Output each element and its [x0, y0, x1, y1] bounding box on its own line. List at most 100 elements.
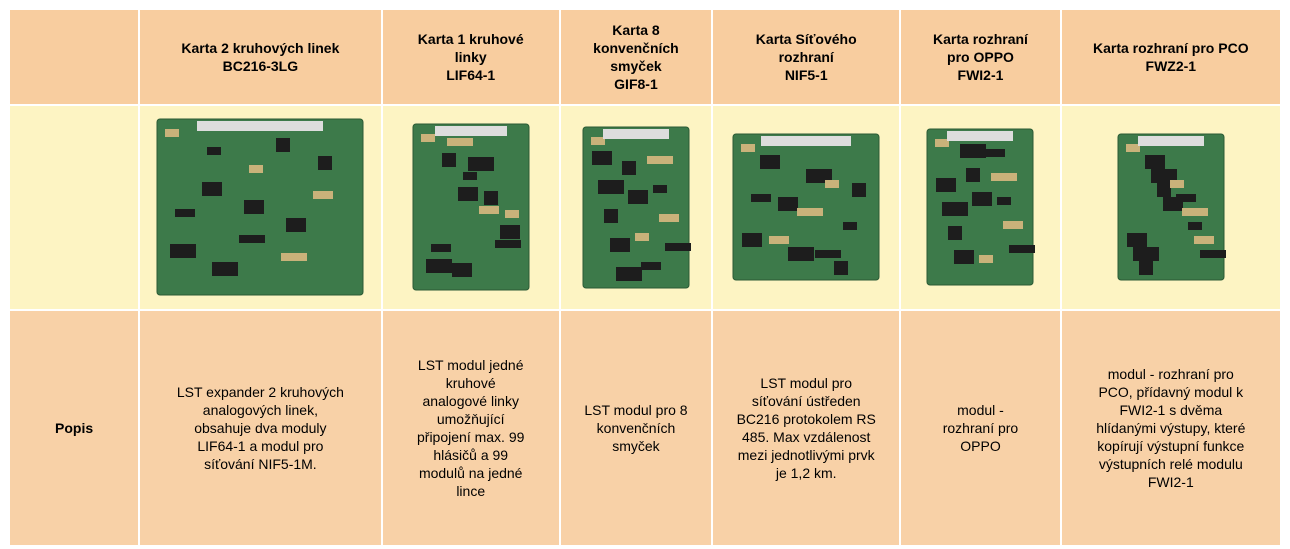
chip: [646, 155, 673, 164]
board-image: [412, 123, 530, 291]
row-label: Popis: [10, 311, 139, 545]
chip: [467, 157, 494, 172]
chip: [462, 172, 477, 181]
text-line: je 1,2 km.: [775, 465, 837, 481]
text-line: LST modul pro: [760, 375, 852, 391]
text-line: připojení max. 99: [417, 429, 525, 445]
text-line: PCO, přídavný modul k: [1098, 384, 1244, 400]
header-cell: Karta 8 konvenčních smyček GIF8-1: [560, 10, 712, 104]
chip: [1138, 261, 1153, 276]
text-line: umožňující: [436, 411, 505, 427]
chip: [751, 194, 772, 203]
connector: [602, 128, 669, 139]
description-cell: LST modul jedné kruhové analogové linky umo…: [382, 311, 559, 545]
chip: [441, 153, 456, 168]
chip: [1175, 194, 1196, 203]
text-line: BC216 protokolem RS: [736, 411, 876, 427]
chip: [1181, 208, 1208, 217]
text-line: kruhové: [445, 375, 496, 391]
text-line: hlásičů a 99: [433, 447, 509, 463]
chip: [979, 255, 994, 264]
chip: [318, 156, 333, 171]
text-line: 485. Max vzdálenost: [742, 429, 871, 445]
image-cell: [1061, 105, 1280, 310]
chip: [815, 250, 842, 259]
chip: [834, 261, 849, 276]
header-cell: Karta rozhraní pro PCO FWZ2-1: [1061, 10, 1280, 104]
chip: [281, 253, 308, 262]
chip: [942, 202, 969, 217]
text-line: linky: [454, 48, 487, 65]
text-line: LST expander 2 kruhových: [176, 384, 344, 400]
image-cell: [713, 105, 900, 310]
chip: [483, 191, 498, 206]
text-line: BC216-3LG: [222, 57, 299, 74]
chip: [843, 222, 858, 231]
chip: [825, 180, 840, 189]
chip: [1144, 155, 1165, 170]
chip: [494, 240, 521, 249]
chip: [286, 218, 307, 233]
chip: [276, 138, 291, 153]
text-line: modul -: [957, 402, 1004, 418]
connector: [197, 121, 324, 132]
text-line: smyček: [610, 57, 662, 74]
chip: [420, 134, 435, 143]
text-line: hlídanými výstupy, které: [1096, 420, 1246, 436]
chip: [621, 160, 636, 175]
text-line: Karta 8: [612, 21, 660, 38]
chip: [960, 144, 987, 159]
chip: [446, 138, 473, 147]
chip: [212, 262, 239, 277]
text-line: analogových linek,: [202, 402, 318, 418]
chip: [1193, 236, 1214, 245]
chip: [948, 226, 963, 241]
chip: [760, 155, 781, 170]
text-line: kopírují výstupní funkce: [1097, 438, 1245, 454]
text-line: LST modul pro 8: [584, 402, 688, 418]
chip: [1199, 250, 1226, 259]
chip: [1169, 180, 1184, 189]
description-cell: modul - rozhraní pro OPPO: [901, 311, 1060, 545]
description-cell: LST expander 2 kruhových analogových line…: [140, 311, 381, 545]
connector: [434, 126, 507, 137]
description-cell: LST modul pro síťování ústředen BC216 prot…: [713, 311, 900, 545]
text-line: lince: [456, 483, 486, 499]
text-line: FWI2-1 s dvěma: [1119, 402, 1223, 418]
text-line: LIF64-1: [446, 66, 496, 83]
chip: [1187, 222, 1202, 231]
chip: [609, 237, 630, 252]
board: [926, 128, 1034, 286]
chip: [504, 210, 519, 219]
chip: [806, 169, 833, 184]
chip: [202, 182, 223, 197]
module-table: Karta 2 kruhových linek BC216-3LG Karta 1 …: [8, 8, 1282, 547]
chip: [1126, 233, 1147, 248]
connector: [1137, 136, 1204, 147]
connector: [761, 136, 852, 147]
text-line: modul - rozhraní pro: [1107, 366, 1234, 382]
blank-cell: [10, 105, 139, 310]
board-image: [732, 133, 880, 281]
chip: [652, 184, 667, 193]
text-line: analogové linky: [422, 393, 519, 409]
text-line: FWI2-1: [1147, 474, 1194, 490]
header-cell: Karta Síťového rozhraní NIF5-1: [713, 10, 900, 104]
text-line: modulů na jedné: [418, 465, 523, 481]
corner-cell: [10, 10, 139, 104]
text-line: síťování ústředen: [751, 393, 861, 409]
text-line: Karta 1 kruhové: [417, 30, 524, 47]
chip: [615, 266, 642, 281]
chip: [985, 149, 1006, 158]
text-line: Karta rozhraní: [933, 30, 1028, 47]
chip: [597, 179, 624, 194]
text-line: síťování NIF5-1M.: [204, 456, 317, 472]
text-line: NIF5-1: [784, 66, 828, 83]
chip: [239, 235, 266, 244]
chip: [972, 192, 993, 207]
image-cell: [560, 105, 712, 310]
chip: [1132, 247, 1159, 262]
chip: [991, 173, 1018, 182]
chip: [954, 250, 975, 265]
